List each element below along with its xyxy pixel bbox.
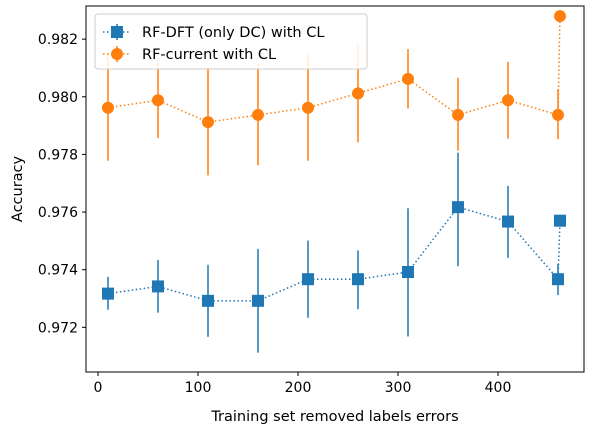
series-1-point <box>152 280 164 293</box>
legend-marker <box>111 48 123 60</box>
series-1-point <box>102 287 114 300</box>
series-2-point <box>252 108 264 121</box>
y-tick-label: 0.978 <box>38 147 78 163</box>
y-tick-label: 0.972 <box>38 320 78 336</box>
x-tick-label: 200 <box>285 380 312 396</box>
x-tick-label: 100 <box>185 380 212 396</box>
series-1-point <box>252 294 264 307</box>
y-axis-label: Accuracy <box>10 155 26 222</box>
x-tick-label: 0 <box>94 380 103 396</box>
x-tick-label: 300 <box>385 380 412 396</box>
legend-marker <box>111 26 123 38</box>
series-2-point <box>452 108 464 121</box>
series-1-point <box>402 265 414 278</box>
series-1-point <box>502 215 514 228</box>
y-tick-label: 0.976 <box>38 205 78 221</box>
plot-area <box>102 10 566 353</box>
x-axis-label: Training set removed labels errors <box>210 409 458 425</box>
series-2 <box>102 10 566 176</box>
series-1-point <box>352 273 364 286</box>
legend-item-1: RF-DFT (only DC) with CL <box>103 24 324 41</box>
series-2-point <box>302 101 314 114</box>
series-1-point <box>202 294 214 307</box>
legend-box <box>94 13 368 70</box>
series-2-point <box>402 72 414 85</box>
series-2-point <box>202 116 214 129</box>
legend: RF-DFT (only DC) with CL RF-current with … <box>94 13 368 70</box>
series-2-point <box>102 101 114 114</box>
y-tick-label: 0.982 <box>38 32 78 48</box>
series-2-point <box>552 108 564 121</box>
series-2-point <box>502 94 514 107</box>
series-2-point <box>152 94 164 107</box>
y-tick-label: 0.980 <box>38 90 78 106</box>
series-1-point <box>552 273 564 286</box>
series-2-point <box>352 87 364 100</box>
series-1-point <box>452 201 464 214</box>
series-2-line <box>107 16 561 123</box>
axes: 0 100 200 300 400 0.972 0.974 0.976 0.978 0.980 0.… <box>38 32 511 396</box>
legend-item-2: RF-current with CL <box>103 46 276 63</box>
legend-label: RF-DFT (only DC) with CL <box>142 25 324 41</box>
legend-label: RF-current with CL <box>142 47 276 63</box>
y-tick-label: 0.974 <box>38 263 78 279</box>
series-1 <box>102 152 566 353</box>
series-1-point <box>554 214 566 227</box>
plot-frame <box>85 5 585 373</box>
series-1-point <box>302 273 314 286</box>
x-tick-label: 400 <box>485 380 512 396</box>
series-2-point <box>554 10 566 23</box>
